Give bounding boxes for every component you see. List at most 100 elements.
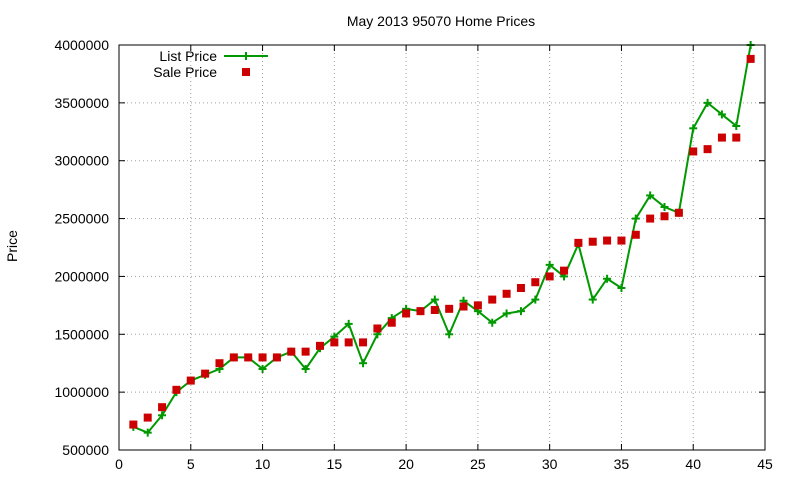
sale-price-point — [488, 295, 497, 304]
list-price-point — [646, 191, 655, 200]
sale-price-point — [143, 413, 152, 422]
list-price-point — [617, 284, 626, 292]
legend-swatch-sale-price — [242, 68, 250, 76]
list-price-point — [689, 124, 698, 133]
sale-price-point — [660, 212, 669, 221]
sale-price-point — [430, 305, 439, 314]
sale-price-point — [215, 359, 224, 368]
sale-price-point — [301, 347, 310, 356]
sale-price-point — [416, 307, 425, 316]
list-price-point — [502, 309, 511, 318]
sale-price-point — [258, 353, 267, 362]
list-price-point — [158, 411, 167, 420]
y-tick-label: 3500000 — [54, 95, 109, 111]
list-price-point — [531, 295, 540, 304]
list-price-point — [732, 122, 741, 130]
legend-label-sale-price: Sale Price — [153, 64, 217, 80]
sale-price-point — [560, 266, 569, 275]
x-tick-label: 25 — [470, 456, 486, 472]
sale-price-point — [287, 347, 296, 356]
sale-price-point — [545, 272, 554, 281]
sale-price-point — [603, 236, 612, 245]
list-price-point — [516, 307, 525, 316]
legend-label-list-price: List Price — [159, 48, 217, 64]
sale-price-point — [315, 341, 324, 350]
sale-price-point — [129, 420, 138, 429]
sale-price-point — [646, 214, 655, 223]
x-tick-label: 40 — [685, 456, 701, 472]
series-layer — [129, 41, 755, 437]
x-tick-label: 5 — [187, 456, 195, 472]
x-tick-label: 15 — [327, 456, 343, 472]
list-price-point — [301, 365, 310, 373]
list-price-point — [703, 98, 712, 107]
sale-price-point — [387, 318, 396, 327]
list-price-point — [344, 319, 353, 328]
x-tick-label: 10 — [255, 456, 271, 472]
legend: List Price Sale Price — [153, 48, 268, 80]
sale-price-point — [186, 376, 195, 385]
axis-ticks: 0 5 10 15 20 25 30 35 40 45 500000 1000000 1500000 20… — [54, 37, 773, 472]
sale-price-point — [172, 385, 181, 394]
sale-price-point — [402, 309, 411, 318]
sale-price-point — [330, 338, 339, 347]
sale-price-point — [531, 278, 540, 287]
list-price-point — [258, 365, 267, 373]
grid — [119, 45, 765, 450]
sale-price-point — [502, 289, 511, 298]
y-tick-label: 1000000 — [54, 384, 109, 400]
list-price-point — [717, 110, 726, 119]
legend-list-marker — [242, 52, 250, 60]
x-tick-label: 45 — [757, 456, 773, 472]
sale-price-point — [445, 304, 454, 313]
sale-price-point — [272, 353, 281, 362]
sale-price-point — [516, 284, 525, 292]
y-tick-label: 2500000 — [54, 211, 109, 227]
plot-frame — [118, 44, 766, 451]
y-axis-label: Price — [4, 230, 20, 262]
list-price-point — [603, 274, 612, 283]
list-price-point — [143, 428, 152, 437]
list-price-line — [132, 44, 752, 434]
chart-title: May 2013 95070 Home Prices — [347, 13, 535, 29]
sale-price-point — [689, 147, 698, 156]
sale-price-point — [703, 145, 712, 154]
list-price-point — [445, 330, 454, 339]
sale-price-point — [588, 237, 597, 246]
y-tick-label: 1500000 — [54, 326, 109, 342]
y-tick-label: 3000000 — [54, 153, 109, 169]
sale-price-point — [158, 403, 167, 412]
x-tick-label: 30 — [542, 456, 558, 472]
x-tick-label: 20 — [398, 456, 414, 472]
list-price-point — [488, 318, 497, 327]
sale-price-point — [631, 230, 640, 239]
sale-price-point — [717, 133, 726, 142]
list-price-point — [545, 260, 554, 269]
list-price-point — [660, 203, 669, 211]
sale-price-point — [229, 353, 238, 362]
legend-swatch-list-price — [224, 52, 268, 60]
sale-price-point — [244, 353, 253, 362]
sale-price-point — [373, 324, 382, 333]
x-tick-label: 35 — [614, 456, 630, 472]
sale-price-point — [574, 238, 583, 247]
list-price-point — [588, 295, 597, 304]
sale-price-point — [732, 133, 741, 142]
sale-price-point — [459, 302, 468, 311]
y-tick-label: 2000000 — [54, 268, 109, 284]
y-tick-label: 4000000 — [54, 37, 109, 53]
x-tick-label: 0 — [115, 456, 123, 472]
list-price-point — [359, 359, 368, 368]
y-tick-label: 500000 — [62, 442, 109, 458]
sale-price-point — [359, 338, 368, 347]
list-price-point — [430, 295, 439, 304]
legend-sale-marker — [242, 68, 250, 76]
sale-price-point — [473, 301, 482, 310]
list-price-point — [631, 214, 640, 223]
sale-price-point — [344, 338, 353, 347]
sale-price-point — [617, 236, 626, 245]
sale-price-point — [201, 369, 210, 378]
sale-price-point — [746, 54, 755, 63]
sale-price-point — [674, 208, 683, 217]
